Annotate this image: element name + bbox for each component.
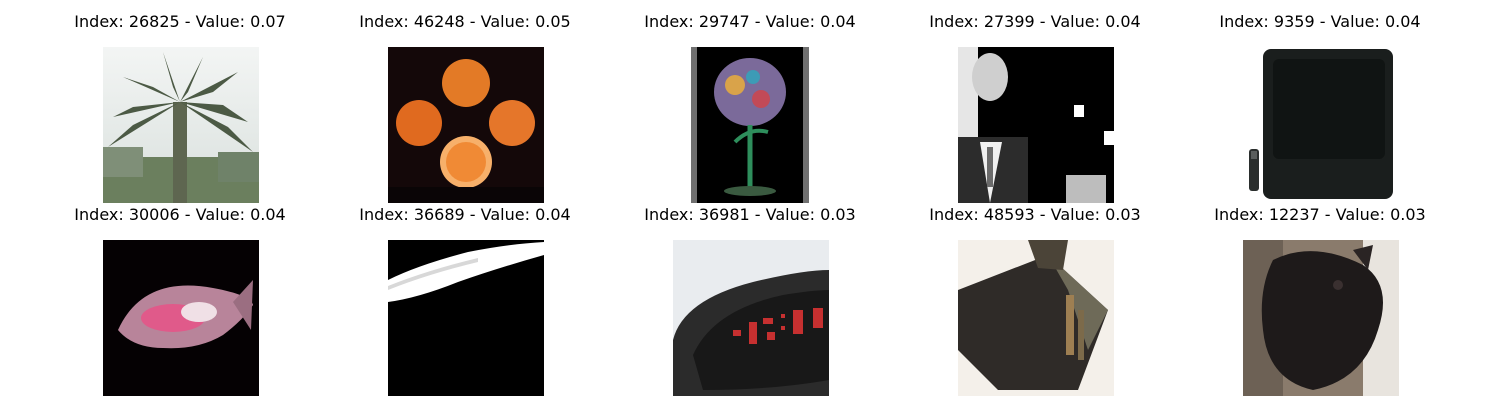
image-tile: Index: 36689 - Value: 0.04 [355,203,575,396]
man-in-suit-photo [958,47,1114,203]
image-tile: Index: 48593 - Value: 0.03 [925,203,1145,396]
image-title: Index: 36689 - Value: 0.04 [359,205,571,224]
image-tile: Index: 27399 - Value: 0.04 [925,10,1145,203]
palm-tree-photo [103,47,259,203]
image-title: Index: 12237 - Value: 0.03 [1214,205,1426,224]
white-streak-photo [388,240,544,396]
image-tile: Index: 12237 - Value: 0.03 [1210,203,1430,396]
alarm-clock-photo [673,240,829,396]
image-tile: Index: 26825 - Value: 0.07 [70,10,290,203]
image-title: Index: 26825 - Value: 0.07 [74,12,286,31]
image-title: Index: 30006 - Value: 0.04 [74,205,286,224]
image-tile: Index: 30006 - Value: 0.04 [70,203,290,396]
image-tile: Index: 29747 - Value: 0.04 [640,10,860,203]
box-photo [958,240,1114,396]
image-title: Index: 29747 - Value: 0.04 [644,12,856,31]
image-title: Index: 36981 - Value: 0.03 [644,205,856,224]
decorated-glass-photo [673,47,829,203]
image-title: Index: 9359 - Value: 0.04 [1219,12,1421,31]
television-photo [1243,47,1399,203]
image-title: Index: 27399 - Value: 0.04 [929,12,1141,31]
image-tile: Index: 9359 - Value: 0.04 [1210,10,1430,203]
image-tile: Index: 36981 - Value: 0.03 [640,203,860,396]
fish-photo [103,240,259,396]
image-title: Index: 46248 - Value: 0.05 [359,12,571,31]
image-tile: Index: 46248 - Value: 0.05 [355,10,575,203]
image-title: Index: 48593 - Value: 0.03 [929,205,1141,224]
oranges-photo [388,47,544,203]
dark-animal-photo [1243,240,1399,396]
